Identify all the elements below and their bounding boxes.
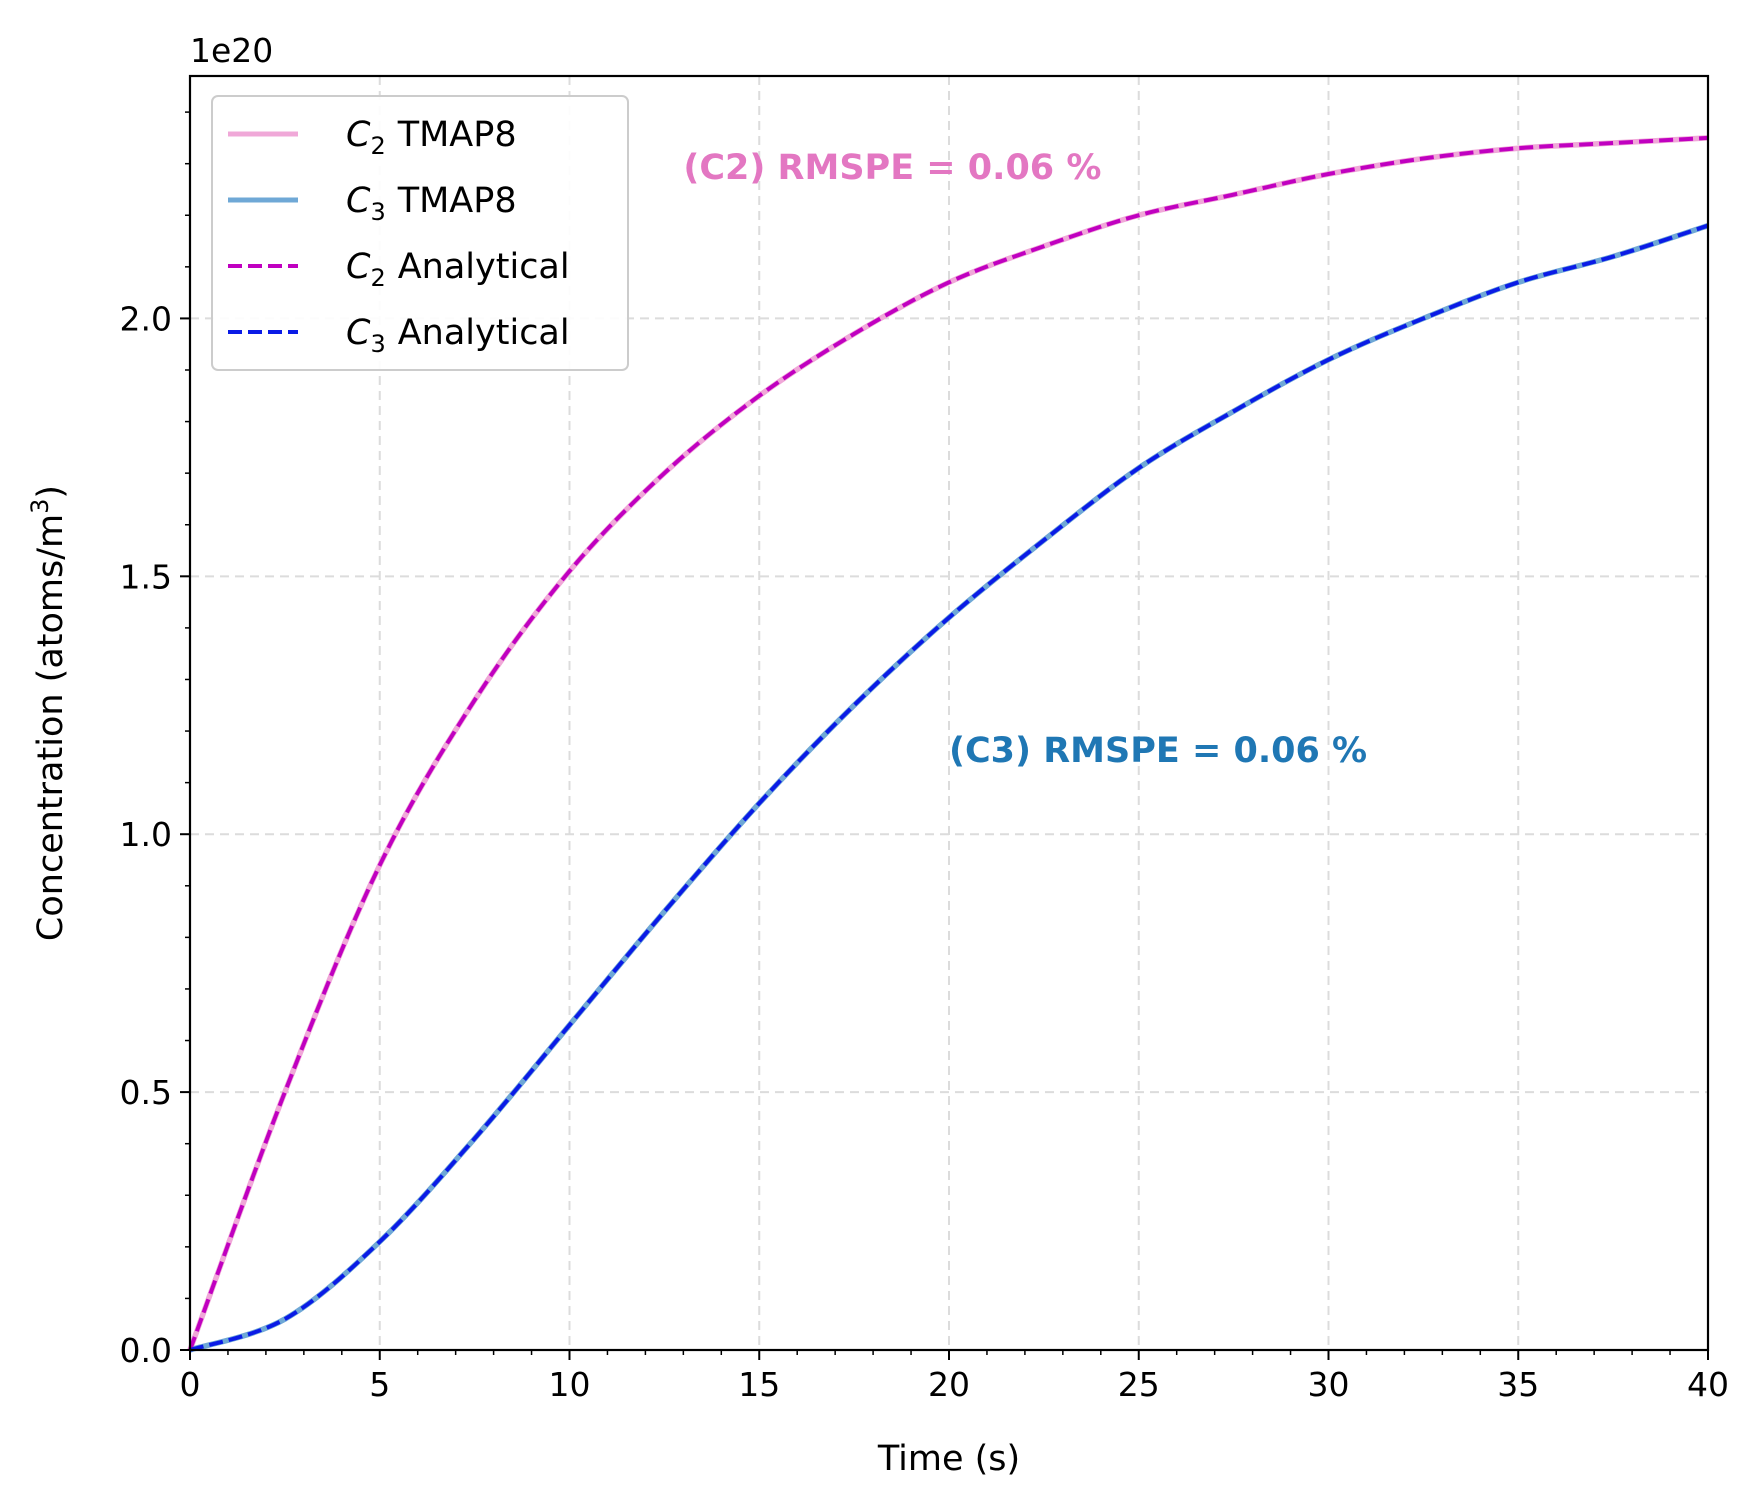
legend-symbol: C <box>346 115 371 155</box>
x-tick-label: 20 <box>928 1365 970 1404</box>
legend-subscript: 2 <box>370 132 385 160</box>
series-lines <box>187 135 1709 1353</box>
x-tick-label: 15 <box>738 1365 780 1404</box>
y-tick-label: 2.0 <box>120 299 172 338</box>
y-axis-title-main: Concentration (atoms/m <box>31 514 71 941</box>
legend-subscript: 3 <box>370 198 385 226</box>
legend-subscript: 3 <box>370 330 385 358</box>
legend-symbol: C <box>346 181 371 221</box>
legend-box <box>211 95 629 371</box>
y-tick-label: 1.5 <box>120 557 172 596</box>
ticks: 0 5 10 15 20 25 30 35 40 0.0 0.5 1.0 1.5 2.0 <box>120 111 1729 1404</box>
x-tick-label: 40 <box>1687 1365 1729 1404</box>
y-axis-offset-label: 1e20 <box>190 31 273 70</box>
legend-series-name: Analytical <box>398 313 570 353</box>
series-line-analytical-c3 <box>189 223 1709 1352</box>
y-tick-label: 0.0 <box>120 1331 172 1370</box>
y-axis-title: Concentration (atoms/m3) <box>26 485 71 941</box>
x-tick-label: 5 <box>369 1365 390 1404</box>
x-tick-label: 30 <box>1308 1365 1350 1404</box>
axis-labels: Time (s) Concentration (atoms/m3) 1e20 <box>26 31 1020 1479</box>
legend-symbol: C <box>346 313 371 353</box>
series-line-analytical-c2 <box>188 135 1709 1351</box>
legend-entry-3: C2 Analytical <box>346 247 570 292</box>
legend-series-name: TMAP8 <box>397 115 517 155</box>
legend-entry-4: C3 Analytical <box>346 313 570 358</box>
x-tick-label: 10 <box>549 1365 591 1404</box>
annotation-rmspe-2: (C3) RMSPE = 0.06 % <box>949 731 1367 771</box>
x-tick-label: 0 <box>180 1365 201 1404</box>
legend-entry-1: C2 TMAP8 <box>346 115 517 160</box>
legend-symbol: C <box>346 247 371 287</box>
annotations: (C2) RMSPE = 0.06 % (C3) RMSPE = 0.06 % <box>683 148 1367 771</box>
x-tick-label: 35 <box>1497 1365 1539 1404</box>
y-tick-label: 0.5 <box>120 1073 172 1112</box>
x-tick-label: 25 <box>1118 1365 1160 1404</box>
y-axis-title-tail: ) <box>31 485 71 499</box>
legend-series-name: TMAP8 <box>397 181 517 221</box>
annotation-rmspe-1: (C2) RMSPE = 0.06 % <box>683 148 1101 188</box>
legend-entry-2: C3 TMAP8 <box>346 181 517 226</box>
y-tick-label: 1.0 <box>120 815 172 854</box>
legend-subscript: 2 <box>370 264 385 292</box>
x-axis-title: Time (s) <box>877 1439 1020 1479</box>
legend-series-name: Analytical <box>398 247 570 287</box>
y-axis-title-superscript: 3 <box>26 499 54 514</box>
